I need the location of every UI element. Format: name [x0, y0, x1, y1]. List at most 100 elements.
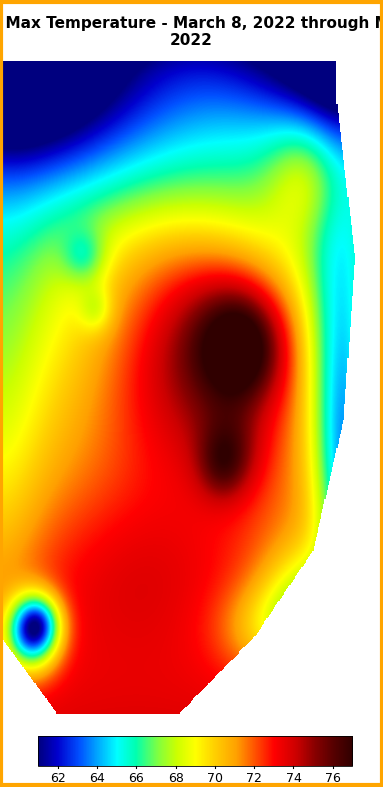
Bar	[167, 737, 169, 766]
Bar	[82, 737, 83, 766]
Bar	[229, 737, 231, 766]
Bar	[221, 737, 223, 766]
Bar	[164, 737, 165, 766]
Bar	[303, 737, 304, 766]
Bar	[280, 737, 281, 766]
Bar	[145, 737, 146, 766]
Bar	[250, 737, 251, 766]
Bar	[162, 737, 163, 766]
Bar	[77, 737, 78, 766]
Bar	[144, 737, 145, 766]
Bar	[195, 737, 196, 766]
Bar	[116, 737, 117, 766]
Bar	[152, 737, 153, 766]
Bar	[164, 737, 165, 766]
Bar	[94, 737, 95, 766]
Bar	[212, 737, 213, 766]
Bar	[345, 737, 346, 766]
Bar	[237, 737, 238, 766]
Bar	[192, 737, 193, 766]
Bar	[43, 737, 44, 766]
Bar	[86, 737, 87, 766]
Bar	[89, 737, 90, 766]
Bar	[339, 737, 340, 766]
Bar	[204, 737, 205, 766]
Bar	[119, 737, 120, 766]
Bar	[177, 737, 178, 766]
Bar	[247, 737, 248, 766]
Bar	[111, 737, 112, 766]
Bar	[326, 737, 327, 766]
Bar	[165, 737, 166, 766]
Bar	[293, 737, 295, 766]
Bar	[346, 737, 347, 766]
Bar	[89, 737, 90, 766]
Bar	[336, 737, 337, 766]
Bar	[52, 737, 53, 766]
Bar	[267, 737, 268, 766]
Bar	[126, 737, 127, 766]
Bar	[146, 737, 147, 766]
Bar	[234, 737, 235, 766]
Bar	[218, 737, 219, 766]
Bar	[122, 737, 123, 766]
Bar	[314, 737, 315, 766]
Bar	[263, 737, 264, 766]
Bar	[336, 737, 337, 766]
Bar	[54, 737, 55, 766]
Bar	[202, 737, 203, 766]
Bar	[228, 737, 229, 766]
Bar	[244, 737, 245, 766]
Bar	[125, 737, 126, 766]
Bar	[279, 737, 280, 766]
Bar	[241, 737, 242, 766]
Bar	[117, 737, 118, 766]
Bar	[130, 737, 131, 766]
Bar	[349, 737, 350, 766]
Bar	[160, 737, 162, 766]
Bar	[275, 737, 276, 766]
Bar	[46, 737, 47, 766]
Bar	[193, 737, 194, 766]
Bar	[179, 737, 180, 766]
Bar	[76, 737, 77, 766]
Bar	[273, 737, 274, 766]
Bar	[66, 737, 67, 766]
Bar	[212, 737, 213, 766]
Bar	[177, 737, 178, 766]
Bar	[44, 737, 45, 766]
Bar	[347, 737, 349, 766]
Bar	[142, 737, 143, 766]
Bar	[322, 737, 323, 766]
Bar	[148, 737, 149, 766]
Bar	[39, 737, 41, 766]
Bar	[308, 737, 309, 766]
Bar	[139, 737, 140, 766]
Bar	[70, 737, 71, 766]
Bar	[111, 737, 113, 766]
Text: 72: 72	[246, 771, 262, 785]
Bar	[199, 737, 200, 766]
Bar	[176, 737, 177, 766]
Bar	[271, 737, 272, 766]
Bar	[345, 737, 347, 766]
Bar	[334, 737, 335, 766]
Bar	[209, 737, 210, 766]
Bar	[276, 737, 277, 766]
Bar	[169, 737, 170, 766]
Bar	[183, 737, 184, 766]
Bar	[219, 737, 221, 766]
Bar	[183, 737, 184, 766]
Bar	[208, 737, 209, 766]
Bar	[229, 737, 230, 766]
Bar	[213, 737, 214, 766]
Bar	[260, 737, 261, 766]
Bar	[96, 737, 97, 766]
Bar	[39, 737, 40, 766]
Bar	[210, 737, 211, 766]
Bar	[118, 737, 119, 766]
Bar	[216, 737, 217, 766]
Text: 64: 64	[89, 771, 105, 785]
Bar	[141, 737, 142, 766]
Bar	[93, 737, 94, 766]
